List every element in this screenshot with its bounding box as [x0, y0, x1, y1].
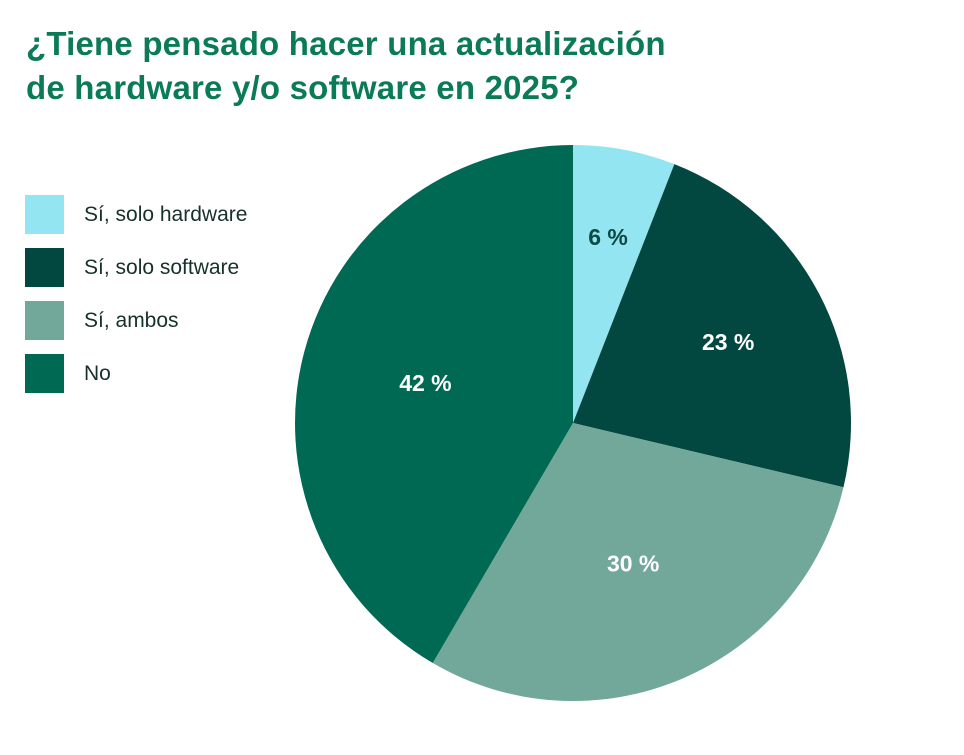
pie-slice-label-no: 42 % [399, 370, 451, 396]
pie-slice-label-si-solo-software: 23 % [702, 329, 754, 355]
chart-title-line-1: ¿Tiene pensado hacer una actualización [26, 25, 666, 62]
chart-title-line-2: de hardware y/o software en 2025? [26, 69, 580, 106]
legend-label-no: No [84, 361, 111, 385]
legend-label-solo-hardware: Sí, solo hardware [84, 202, 248, 226]
legend-swatch-solo-software [25, 248, 64, 287]
chart-title: ¿Tiene pensado hacer una actualización d… [26, 22, 926, 110]
legend-label-ambos: Sí, ambos [84, 308, 179, 332]
pie-slice-si-solo-hardware [573, 145, 675, 423]
pie-slice-si-ambos [432, 423, 844, 702]
legend-swatch-no [25, 354, 64, 393]
legend-item-ambos: Sí, ambos [25, 301, 247, 340]
pie-slice-label-si-ambos: 30 % [607, 551, 659, 577]
pie-slice-label-si-solo-hardware: 6 % [588, 224, 628, 250]
legend-item-no: No [25, 354, 247, 393]
pie-slice-si-solo-software [573, 164, 852, 488]
legend-item-solo-software: Sí, solo software [25, 248, 247, 287]
pie-slice-no [294, 145, 573, 664]
legend-item-solo-hardware: Sí, solo hardware [25, 195, 247, 234]
legend-swatch-solo-hardware [25, 195, 64, 234]
legend-label-solo-software: Sí, solo software [84, 255, 240, 279]
legend: Sí, solo hardware Sí, solo software Sí, … [25, 195, 247, 407]
legend-swatch-ambos [25, 301, 64, 340]
